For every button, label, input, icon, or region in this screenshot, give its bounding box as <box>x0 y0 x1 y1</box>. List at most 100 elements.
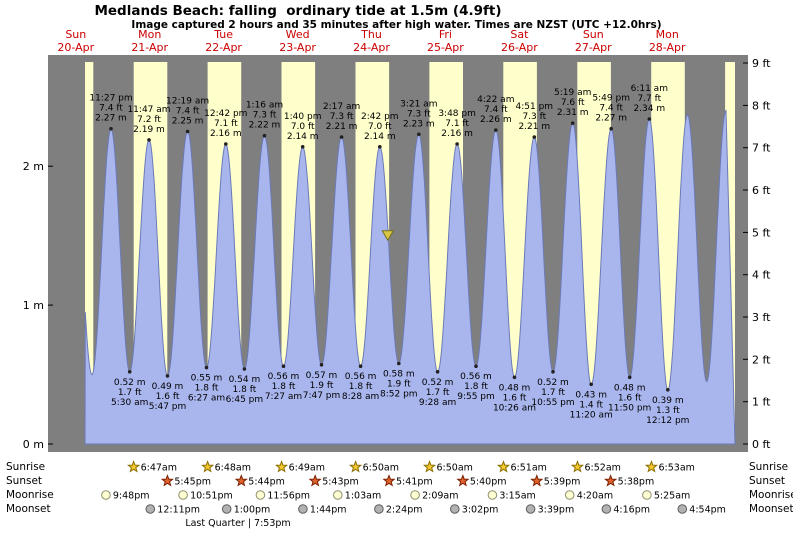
day-of-week: Mon <box>138 28 161 41</box>
high-tide-dot <box>455 142 459 146</box>
high-tide-height-m: 2.21 m <box>518 122 550 132</box>
moonset-circle-icon <box>677 504 688 514</box>
low-tide-dot <box>165 374 170 378</box>
sunrise-entry: 6:49am <box>275 460 325 474</box>
sunrise-row-label-left: Sunrise <box>6 461 46 473</box>
moonset-time: 3:02pm <box>462 505 499 516</box>
low-tide-dot <box>127 370 132 374</box>
low-tide-annotation: 0.56 m1.8 ft8:28 am <box>342 372 379 402</box>
moonset-row-label-left: Moonset <box>6 503 51 515</box>
low-tide-annotation: 0.52 m1.7 ft5:30 am <box>111 378 148 408</box>
right-axis-label: 7 ft <box>752 142 771 155</box>
day-of-week: Fri <box>439 28 452 41</box>
sunset-row-label-left: Sunset <box>6 475 43 487</box>
day-date: 21-Apr <box>131 41 168 54</box>
sunrise-time: 6:49am <box>289 463 325 474</box>
high-tide-time: 5:49 pm <box>592 94 630 104</box>
low-tide-dot <box>204 365 209 370</box>
low-tide-height-m: 0.56 m <box>345 372 377 382</box>
day-date: 22-Apr <box>205 41 242 54</box>
low-tide-height-m: 0.49 m <box>152 382 184 392</box>
moonset-row-label-right: Moonset <box>749 503 793 515</box>
low-tide-time: 11:20 am <box>570 410 613 420</box>
sunrise-entry: 6:50am <box>422 460 473 474</box>
low-tide-height-ft: 1.8 ft <box>233 385 257 395</box>
low-tide-dot <box>551 370 555 374</box>
high-tide-time: 6:11 am <box>631 84 668 94</box>
day-date: 20-Apr <box>57 41 94 54</box>
low-tide-dot <box>666 388 670 392</box>
high-tide-height-ft: 7.3 ft <box>330 112 354 122</box>
high-tide-time: 2:17 am <box>323 102 360 112</box>
low-tide-annotation: 0.58 m1.9 ft8:52 pm <box>380 370 418 400</box>
moonset-circle-icon <box>374 504 384 514</box>
low-tide-height-ft: 1.9 ft <box>387 380 411 390</box>
sunset-time: 5:39pm <box>544 477 581 488</box>
high-tide-annotation: 3:21 am7.3 ft2.23 m <box>400 99 437 129</box>
high-tide-annotation: 11:47 am7.2 ft2.19 m <box>127 105 170 135</box>
low-tide-annotation: 0.57 m1.9 ft7:47 pm <box>303 371 341 401</box>
high-tide-dot <box>494 128 498 132</box>
high-tide-annotation: 2:42 pm7.0 ft2.14 m <box>361 112 399 142</box>
right-axis-label: 8 ft <box>752 99 771 112</box>
low-tide-dot <box>627 375 632 380</box>
high-tide-time: 3:21 am <box>400 99 437 109</box>
low-tide-height-ft: 1.7 ft <box>426 388 450 398</box>
high-tide-height-m: 2.25 m <box>172 117 204 127</box>
sunrise-star-icon <box>422 460 437 473</box>
low-tide-annotation: 0.56 m1.8 ft7:27 am <box>265 372 302 402</box>
low-tide-time: 7:27 am <box>265 392 302 402</box>
moonset-time: 3:39pm <box>538 505 575 516</box>
low-tide-dot <box>242 367 247 371</box>
moonrise-time: 1:03am <box>345 491 381 502</box>
high-tide-annotation: 3:48 pm7.1 ft2.16 m <box>438 109 476 139</box>
low-tide-height-ft: 1.4 ft <box>579 400 603 410</box>
sunset-row: 5:45pm 5:44pm 5:43pm 5:41pm 5:40pm 5:39pm 5:38… <box>160 474 654 488</box>
low-tide-height-ft: 1.6 ft <box>156 392 180 402</box>
moonrise-entry: 10:51pm <box>178 490 233 502</box>
high-tide-height-m: 2.14 m <box>364 132 396 142</box>
low-tide-height-ft: 1.8 ft <box>464 382 488 392</box>
moonrise-time: 2:09am <box>422 491 458 502</box>
high-tide-dot <box>532 135 537 139</box>
right-axis-label: 4 ft <box>752 269 771 282</box>
high-tide-height-ft: 7.4 ft <box>599 104 623 114</box>
low-tide-time: 6:45 pm <box>226 395 264 405</box>
left-axis-label: 0 m <box>23 438 44 451</box>
low-tide-height-m: 0.55 m <box>191 374 223 384</box>
sunrise-entry: 6:53am <box>644 460 695 474</box>
moonset-entry: 3:02pm <box>450 504 499 516</box>
day-of-week: Tue <box>213 28 233 41</box>
high-tide-time: 12:19 am <box>166 97 209 107</box>
sunrise-time: 6:51am <box>511 463 547 474</box>
high-tide-height-m: 2.16 m <box>210 129 242 139</box>
low-tide-dot <box>397 361 401 366</box>
tide-annotations: 11:27 pm7.4 ft2.27 m0.52 m1.7 ft5:30 am1… <box>89 84 689 426</box>
day-date: 25-Apr <box>427 41 464 54</box>
sunrise-star-icon <box>496 460 511 473</box>
day-date: 27-Apr <box>575 41 612 54</box>
moonset-entry: 2:24pm <box>374 504 423 516</box>
high-tide-annotation: 4:22 am7.4 ft2.26 m <box>477 95 514 125</box>
sunset-time: 5:44pm <box>248 477 285 488</box>
sunrise-time: 6:50am <box>437 463 473 474</box>
high-tide-height-ft: 7.0 ft <box>368 122 392 132</box>
moonset-entry: 4:16pm <box>601 504 650 516</box>
sunset-time: 5:40pm <box>470 477 507 488</box>
day-date: 26-Apr <box>501 41 538 54</box>
high-tide-dot <box>185 129 190 134</box>
moonrise-entry: 3:15am <box>487 490 536 502</box>
sunset-star-icon <box>456 474 470 487</box>
right-axis-label: 3 ft <box>752 311 771 324</box>
high-tide-height-ft: 7.3 ft <box>522 112 546 122</box>
moonrise-circle-icon <box>410 490 420 500</box>
moonrise-row-label-left: Moonrise <box>6 489 54 501</box>
tide-curve-area <box>84 109 736 445</box>
sunset-entry: 5:38pm <box>604 474 654 488</box>
moonrise-time: 10:51pm <box>190 491 233 502</box>
moonrise-row: 9:48pm 10:51pm 11:56pm 1:03am 2:09am 3:15am 4:… <box>101 490 690 502</box>
low-tide-time: 10:26 am <box>493 403 536 413</box>
